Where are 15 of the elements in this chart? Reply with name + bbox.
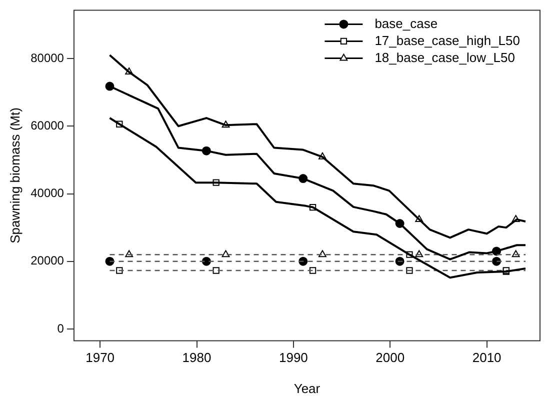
y-tick-label: 20000 [30, 254, 64, 268]
y-tick-label: 60000 [30, 118, 64, 132]
x-tick-label: 2000 [376, 350, 405, 366]
x-tick-label: 1990 [278, 350, 308, 366]
legend-label: 18_base_case_low_L50 [374, 50, 515, 65]
legend-label: 17_base_case_high_L50 [374, 32, 520, 48]
x-axis-title: Year [294, 380, 321, 396]
y-tick-label: 80000 [30, 50, 64, 65]
legend-label: base_case [374, 16, 438, 31]
y-axis-title: Spawning biomass (Mt) [7, 108, 22, 244]
x-tick-label: 2010 [472, 350, 502, 366]
x-tick-label: 1980 [182, 350, 212, 366]
y-tick-label: 40000 [30, 186, 64, 200]
x-tick-label: 1970 [86, 350, 115, 366]
y-tick-label: 0 [57, 321, 64, 336]
